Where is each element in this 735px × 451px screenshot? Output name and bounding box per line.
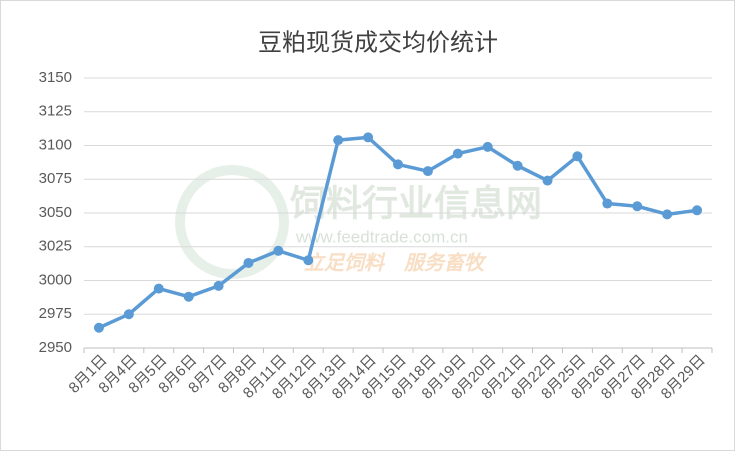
data-point <box>273 245 284 256</box>
data-point <box>333 135 344 146</box>
data-point <box>422 166 433 177</box>
data-point <box>542 175 553 186</box>
data-point <box>452 148 463 159</box>
y-tick-label: 3000 <box>39 271 72 288</box>
data-point <box>213 280 224 291</box>
data-point <box>662 209 673 220</box>
data-point <box>153 283 164 294</box>
data-point <box>632 201 643 212</box>
data-point <box>93 322 104 333</box>
y-tick-label: 3125 <box>39 103 72 120</box>
data-point <box>482 141 493 152</box>
watermark-slogan: 立足饲料 服务畜牧 <box>304 251 487 274</box>
y-tick-label: 3075 <box>39 170 72 187</box>
data-point <box>363 132 374 143</box>
data-point <box>572 151 583 162</box>
y-tick-label: 3150 <box>39 69 72 86</box>
data-point <box>602 198 613 209</box>
data-point <box>393 159 403 170</box>
chart-title: 豆粕现货成交均价统计 <box>258 29 498 56</box>
watermark-url: www.feedtrade.com.cn <box>295 227 468 246</box>
y-tick-label: 2975 <box>39 305 72 322</box>
y-tick-label: 3100 <box>39 136 72 153</box>
data-point <box>692 205 703 216</box>
y-tick-label: 3025 <box>39 238 72 255</box>
y-tick-label: 3050 <box>39 204 72 221</box>
data-point <box>303 255 314 266</box>
y-tick-label: 2950 <box>39 339 72 356</box>
data-point <box>512 160 523 171</box>
watermark-text: 饲料行业信息网 <box>290 183 542 224</box>
data-point <box>243 257 254 268</box>
data-point <box>183 291 194 302</box>
data-point <box>123 309 134 320</box>
